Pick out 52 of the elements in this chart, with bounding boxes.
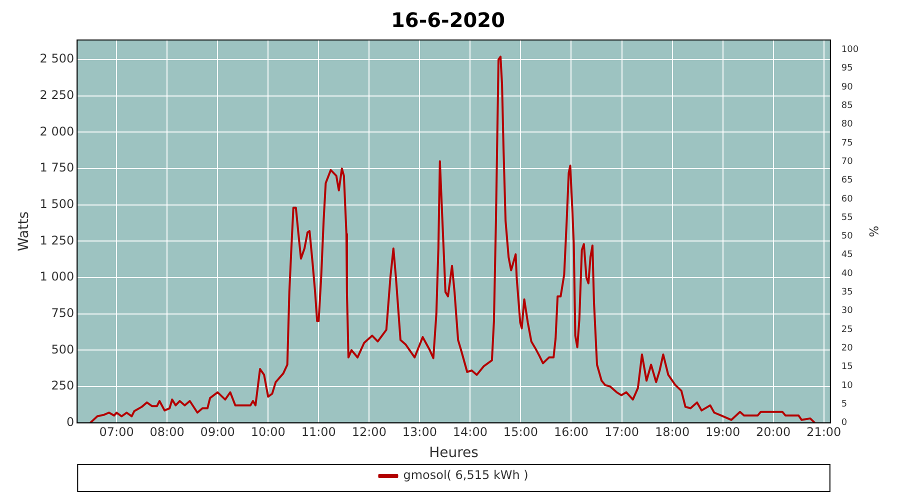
x-tick-label: 17:00 [604, 425, 640, 440]
y2-tick-label: 25 [841, 324, 853, 335]
x-tick-label: 20:00 [756, 425, 791, 440]
y-tick-label: 250 [51, 378, 74, 393]
y-tick-label: 1 250 [40, 233, 74, 248]
y-tick-label: 1 500 [40, 197, 74, 212]
y-tick-label: 2 000 [40, 124, 74, 138]
y2-tick-label: 45 [841, 250, 853, 260]
y2-tick-label: 20 [841, 344, 854, 354]
x-tick-label: 07:00 [99, 425, 134, 440]
x-tick-label: 15:00 [503, 425, 538, 440]
y-tick-label: 500 [51, 342, 74, 356]
y-tick-label: 750 [51, 306, 74, 320]
y-axis-title: Watts [16, 211, 32, 252]
y2-axis-title: % [866, 226, 881, 238]
y2-tick-label: 95 [841, 64, 853, 74]
y2-tick-label: 50 [841, 232, 854, 242]
y-tick-label: 0 [66, 414, 74, 429]
y2-tick-label: 55 [841, 212, 853, 223]
y2-tick-label: 70 [841, 156, 854, 167]
y2-tick-label: 75 [841, 138, 853, 148]
x-tick-label: 13:00 [402, 425, 437, 440]
y2-tick-label: 15 [841, 362, 853, 372]
y2-tick-label: 65 [841, 176, 853, 186]
x-tick-label: 10:00 [250, 425, 286, 440]
x-tick-label: 19:00 [706, 425, 740, 440]
y-tick-label: 2 250 [40, 88, 74, 102]
x-axis-title: Heures [429, 445, 478, 462]
y2-tick-label: 30 [841, 306, 854, 316]
y-tick-label: 1 750 [40, 160, 74, 175]
y-tick-label: 2 500 [40, 52, 74, 66]
x-tick-label: 21:00 [806, 425, 842, 440]
y2-tick-label: 100 [841, 45, 859, 56]
y2-tick-label: 85 [841, 101, 853, 112]
legend-label: gmosol( 6,515 kWh ) [403, 468, 528, 482]
y2-tick-label: 35 [841, 288, 853, 298]
y2-tick-label: 0 [841, 418, 848, 428]
x-tick-label: 08:00 [150, 425, 184, 440]
y2-tick-label: 10 [841, 380, 854, 391]
y2-tick-label: 80 [841, 120, 854, 130]
chart-title: 16-6-2020 [390, 8, 506, 32]
y-tick-label: 1 000 [40, 270, 74, 284]
x-tick-label: 11:00 [301, 425, 336, 440]
x-tick-label: 12:00 [352, 425, 386, 440]
x-tick-label: 16:00 [554, 425, 589, 440]
y2-tick-label: 5 [841, 399, 848, 410]
x-tick-label: 09:00 [200, 425, 235, 440]
y2-tick-label: 60 [841, 194, 854, 204]
y2-tick-label: 90 [841, 82, 854, 92]
x-tick-label: 18:00 [654, 425, 690, 440]
y2-tick-label: 40 [841, 268, 854, 279]
x-tick-label: 14:00 [452, 425, 488, 440]
